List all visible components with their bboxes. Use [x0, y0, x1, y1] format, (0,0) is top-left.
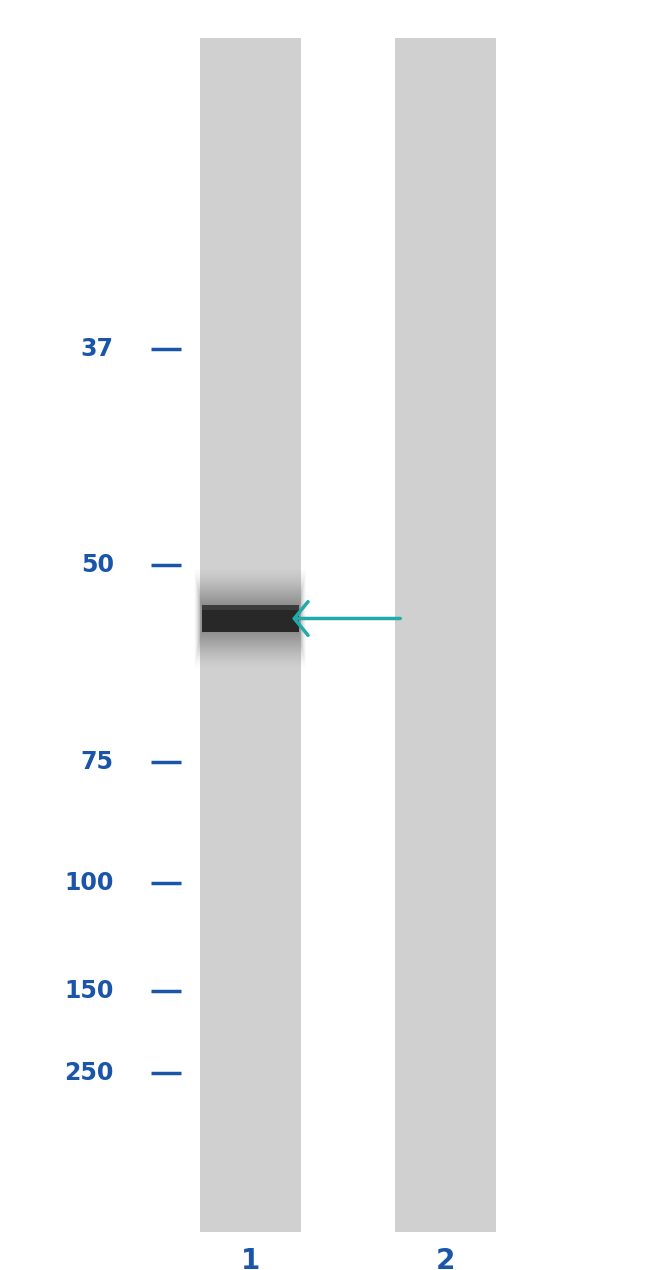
Text: 75: 75: [81, 751, 114, 773]
Bar: [198, 589, 302, 648]
Text: 250: 250: [64, 1062, 114, 1085]
Bar: [201, 601, 300, 636]
Bar: [194, 569, 306, 668]
Bar: [195, 573, 306, 664]
Bar: [200, 598, 300, 639]
Bar: [200, 38, 300, 1232]
Bar: [202, 605, 299, 610]
Bar: [199, 593, 302, 644]
Text: 37: 37: [81, 338, 114, 361]
Bar: [200, 597, 300, 640]
Bar: [395, 38, 495, 1232]
Bar: [196, 579, 304, 658]
Text: 2: 2: [436, 1247, 455, 1270]
Bar: [198, 587, 303, 650]
Bar: [197, 580, 304, 657]
Bar: [202, 605, 299, 632]
Bar: [201, 602, 300, 635]
Bar: [196, 577, 305, 660]
Bar: [196, 575, 305, 662]
Bar: [199, 591, 302, 646]
Bar: [197, 583, 304, 654]
Bar: [200, 594, 301, 643]
Bar: [194, 572, 306, 665]
Text: 100: 100: [64, 871, 114, 894]
Text: 50: 50: [81, 554, 114, 577]
Text: 150: 150: [64, 979, 114, 1002]
Text: 1: 1: [240, 1247, 260, 1270]
Bar: [198, 584, 303, 653]
